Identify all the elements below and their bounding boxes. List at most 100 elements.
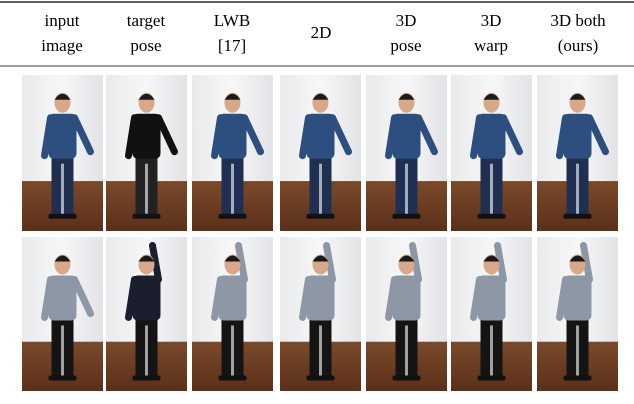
arm-right <box>586 114 609 156</box>
arm-right <box>494 241 507 283</box>
arm-right <box>500 114 523 156</box>
hair <box>483 93 500 100</box>
column-header: LWB <box>214 11 251 30</box>
torso <box>392 113 421 159</box>
hair <box>398 93 415 100</box>
hair <box>138 93 155 100</box>
torso <box>132 113 161 159</box>
torso <box>218 275 247 321</box>
arm-right <box>323 241 336 283</box>
shoes <box>563 213 592 219</box>
arm-right <box>149 241 162 283</box>
shoes <box>306 213 335 219</box>
column-header: 2D <box>311 23 332 42</box>
arm-right <box>329 114 352 156</box>
photo <box>366 237 447 391</box>
shoes <box>48 375 77 381</box>
shoes <box>48 213 77 219</box>
torso <box>48 113 77 159</box>
column-header: pose <box>390 36 421 55</box>
arm-right <box>235 241 248 283</box>
arm-right <box>241 114 264 156</box>
arm-left <box>556 114 569 160</box>
torso <box>477 113 506 159</box>
torso <box>306 113 335 159</box>
shoes <box>132 375 161 381</box>
arm-left <box>299 114 312 160</box>
hair <box>312 93 329 100</box>
shoes <box>477 375 506 381</box>
column-header: input <box>45 11 80 30</box>
hair <box>569 255 586 262</box>
arm-right <box>71 275 94 317</box>
hair <box>312 255 329 262</box>
arm-right <box>155 114 178 156</box>
column-header: 3D <box>481 11 502 30</box>
column-header: [17] <box>218 36 246 55</box>
hair <box>483 255 500 262</box>
photo <box>192 237 273 391</box>
photo <box>22 75 103 231</box>
arm-right <box>580 241 593 283</box>
shoes <box>306 375 335 381</box>
photo <box>451 237 532 391</box>
column-header: 3D <box>396 11 417 30</box>
arm-left <box>41 114 54 160</box>
arm-left <box>385 275 398 321</box>
photo <box>22 237 103 391</box>
photo <box>192 75 273 231</box>
photo <box>366 75 447 231</box>
torso <box>218 113 247 159</box>
column-header: (ours) <box>558 36 599 55</box>
photo <box>451 75 532 231</box>
arm-left <box>556 275 569 321</box>
torso <box>392 275 421 321</box>
arm-right <box>409 241 422 283</box>
shoes <box>218 213 247 219</box>
column-header: image <box>41 36 83 55</box>
shoes <box>392 375 421 381</box>
arm-left <box>41 275 54 321</box>
hair <box>54 93 71 100</box>
hair <box>54 255 71 262</box>
shoes <box>218 375 247 381</box>
torso <box>563 113 592 159</box>
hair <box>224 93 241 100</box>
photo <box>537 75 618 231</box>
arm-left <box>211 275 224 321</box>
shoes <box>563 375 592 381</box>
photo <box>106 75 187 231</box>
shoes <box>392 213 421 219</box>
photo <box>537 237 618 391</box>
arm-left <box>385 114 398 160</box>
column-header: pose <box>130 36 161 55</box>
column-header: 3D both <box>550 11 606 30</box>
torso <box>48 275 77 321</box>
torso <box>132 275 161 321</box>
torso <box>563 275 592 321</box>
arm-left <box>125 275 138 321</box>
arm-left <box>211 114 224 160</box>
hair <box>224 255 241 262</box>
shoes <box>477 213 506 219</box>
arm-left <box>470 275 483 321</box>
hair <box>569 93 586 100</box>
torso <box>306 275 335 321</box>
shoes <box>132 213 161 219</box>
hair <box>398 255 415 262</box>
photo <box>280 75 361 231</box>
photo <box>280 237 361 391</box>
image-grid <box>22 75 618 391</box>
arm-right <box>415 114 438 156</box>
column-header: target <box>127 11 166 30</box>
torso <box>477 275 506 321</box>
column-header: warp <box>474 36 508 55</box>
arm-left <box>125 114 138 160</box>
photo <box>106 237 187 391</box>
arm-left <box>299 275 312 321</box>
hair <box>138 255 155 262</box>
arm-right <box>71 114 94 156</box>
header: input image target pose LWB [17] 2D 3D pose 3D war… <box>41 11 606 55</box>
arm-left <box>470 114 483 160</box>
